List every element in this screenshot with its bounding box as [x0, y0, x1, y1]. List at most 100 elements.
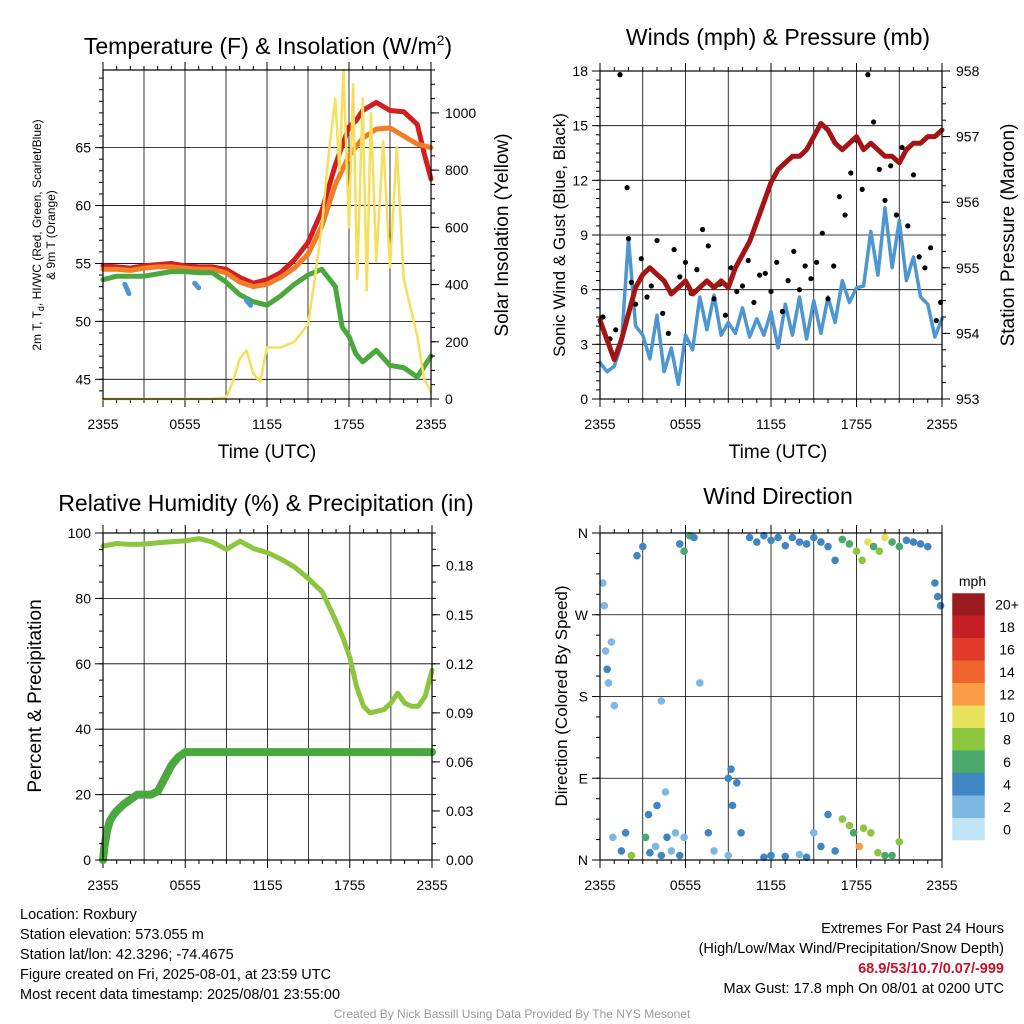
gust-point — [825, 296, 831, 302]
insolation-line — [101, 68, 433, 401]
winds-left-axis-label: Sonic Wind & Gust (Blue, Black) — [550, 113, 569, 357]
direction-point — [888, 851, 896, 860]
direction-point — [604, 679, 613, 687]
direction-point — [653, 801, 661, 810]
temp-y2-tick-label: 400 — [445, 277, 469, 293]
temp-right-axis-label: Solar Insolation (Yellow) — [492, 133, 513, 336]
direction-point — [881, 533, 889, 542]
gust-point — [814, 259, 820, 265]
gust-point — [700, 226, 706, 233]
winds-right-axis-label: Station Pressure (Maroon) — [998, 124, 1019, 347]
rh-x-tick-label: 2355 — [87, 877, 118, 893]
station-location: Location: Roxbury — [20, 907, 137, 923]
temp-y2-tick-label: 1000 — [445, 105, 476, 121]
winds-y-tick-label: 3 — [580, 336, 588, 352]
temp-x-tick-label: 1755 — [333, 416, 364, 432]
max-gust: Max Gust: 17.8 mph On 08/01 at 0200 UTC — [723, 981, 1004, 997]
direction-point — [931, 579, 939, 587]
direction-point — [795, 850, 804, 859]
colorbar-swatch — [952, 818, 985, 841]
rh-y2-tick-label: 0.15 — [446, 607, 473, 623]
direction-point — [855, 842, 864, 851]
temp-y-tick-label: 55 — [75, 255, 91, 271]
recent-data-timestamp: Most recent data timestamp: 2025/08/01 2… — [20, 987, 341, 1003]
relative-humidity-line — [100, 536, 435, 716]
winds-y-tick-label: 12 — [572, 172, 588, 188]
gust-point — [628, 279, 635, 285]
gust-point — [819, 230, 825, 236]
rh-y-tick-label: 60 — [75, 656, 91, 672]
winds-frame — [599, 70, 943, 400]
direction-point — [710, 847, 718, 855]
gust-point — [660, 310, 666, 316]
wdir-y-tick-label: N — [578, 525, 588, 541]
wind-direction-panel-title: Wind Direction — [703, 483, 853, 509]
colorbar-swatch — [952, 728, 985, 751]
direction-point — [676, 851, 684, 860]
temp-y2-tick-label: 200 — [445, 334, 469, 350]
colorbar-title: mph — [959, 573, 986, 589]
direction-point — [671, 829, 680, 837]
direction-point — [641, 833, 650, 842]
direction-point — [916, 540, 925, 548]
direction-point — [663, 833, 671, 842]
station-pressure-line — [597, 121, 945, 363]
direction-point — [802, 853, 811, 862]
direction-point — [760, 531, 768, 540]
direction-point — [824, 542, 832, 551]
direction-point — [633, 551, 641, 560]
speed-colorbar: mph 20+ 18 16 14 12 10 8 6 4 2 0 — [951, 573, 1019, 841]
temp-y2-tick-label: 600 — [445, 219, 469, 235]
direction-point — [781, 852, 790, 861]
wind-direction-left-axis-label: Direction (Colored By Speed) — [552, 585, 571, 806]
gust-point — [705, 243, 711, 249]
gust-point — [905, 223, 911, 229]
gust-point — [888, 163, 894, 169]
direction-point — [936, 601, 945, 610]
rh-x-tick-label: 1155 — [252, 877, 282, 893]
gust-point — [859, 186, 865, 192]
extremes-title: Extremes For Past 24 Hours — [821, 921, 1004, 937]
colorbar-swatch — [952, 615, 985, 638]
direction-point — [690, 533, 698, 542]
direction-point — [600, 601, 609, 610]
gust-point — [745, 257, 751, 264]
rh-y-tick-label: 20 — [75, 787, 91, 803]
direction-point — [838, 535, 847, 544]
gust-point — [624, 185, 630, 191]
winds-y2-tick-label: 957 — [956, 129, 980, 145]
wind-direction-chart: 2355 0555 1155 1755 2355 N E S W N — [575, 525, 958, 893]
colorbar-label: 20+ — [995, 596, 1019, 612]
rh-y-tick-label: 40 — [75, 721, 91, 737]
rh-y-tick-label: 100 — [68, 525, 92, 541]
winds-y-tick-label: 0 — [580, 391, 588, 407]
rh-panel-title: Relative Humidity (%) & Precipitation (i… — [58, 490, 473, 516]
direction-point — [810, 829, 818, 837]
direction-point — [601, 647, 610, 655]
rh-y2-tick-label: 0.00 — [446, 852, 473, 868]
rh-precip-chart: 2355 0555 1155 1755 2355 0 20 40 60 80 100 0.00 0.03… — [68, 525, 473, 893]
temp-x-tick-label: 2355 — [415, 416, 446, 432]
temp-y2-tick-label: 0 — [445, 391, 453, 407]
gust-point — [648, 283, 654, 289]
direction-point — [621, 829, 630, 837]
direction-point — [933, 592, 942, 601]
direction-point — [849, 829, 858, 837]
direction-point — [644, 810, 653, 819]
direction-point — [760, 853, 768, 862]
rh-left-axis-label: Percent & Precipitation — [25, 599, 46, 792]
direction-point — [737, 829, 745, 837]
colorbar-swatch — [952, 705, 985, 728]
temp-9m-line — [100, 125, 434, 290]
temp-y-tick-label: 65 — [75, 140, 91, 156]
direction-point — [680, 547, 688, 555]
gust-point — [899, 144, 905, 151]
gust-point — [893, 212, 900, 218]
temp-frame — [102, 69, 432, 400]
colorbar-label: 10 — [999, 709, 1015, 725]
station-info: Location: Roxbury Station elevation: 573… — [20, 905, 340, 1005]
direction-point — [810, 533, 818, 542]
dewpoint-line — [100, 266, 434, 380]
gust-point — [836, 194, 843, 200]
direction-point — [667, 847, 676, 855]
